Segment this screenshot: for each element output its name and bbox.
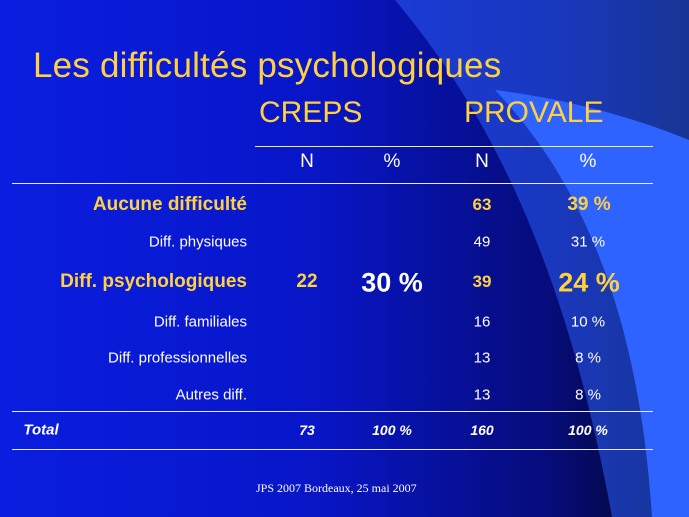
provale-n-aucune-difficulte: 63 <box>472 195 492 214</box>
table-rule-bottom <box>12 449 653 450</box>
table-rule-header <box>12 183 653 184</box>
slide-footer: JPS 2007 Bordeaux, 25 mai 2007 <box>256 481 417 495</box>
row-label-diff-physiques: Diff. physiques <box>148 233 247 251</box>
provale-n-autres-diff: 13 <box>473 386 491 404</box>
row-label-aucune-difficulte: Aucune difficulté <box>92 194 247 215</box>
column-header-provale-pct: % <box>579 151 597 172</box>
table-rule-total <box>12 411 653 412</box>
provale-n-diff-physiques: 49 <box>473 233 491 251</box>
group-header-provale: PROVALE <box>464 96 604 129</box>
column-header-creps-pct: % <box>383 151 401 172</box>
creps-pct-diff-psychologiques: 30 % <box>361 267 423 298</box>
row-label-diff-professionnelles: Diff. professionnelles <box>108 349 247 367</box>
slide-title: Les difficultés psychologiques <box>33 46 502 85</box>
total-creps-n: 73 <box>299 422 315 438</box>
column-header-provale-n: N <box>475 151 489 172</box>
creps-n-diff-psychologiques: 22 <box>296 271 318 292</box>
provale-pct-diff-physiques: 31 % <box>570 233 606 251</box>
provale-pct-aucune-difficulte: 39 % <box>567 194 611 215</box>
total-creps-pct: 100 % <box>372 422 412 438</box>
provale-n-diff-psychologiques: 39 <box>472 272 492 291</box>
total-provale-n: 160 <box>470 422 494 438</box>
row-label-diff-psychologiques: Diff. psychologiques <box>60 271 247 292</box>
row-label-diff-familiales: Diff. familiales <box>153 313 247 331</box>
provale-pct-diff-psychologiques: 24 % <box>558 267 620 298</box>
provale-pct-diff-professionnelles: 8 % <box>575 349 601 367</box>
column-header-creps-n: N <box>300 151 314 172</box>
total-provale-pct: 100 % <box>568 422 608 438</box>
provale-n-diff-professionnelles: 13 <box>473 349 491 367</box>
total-label: Total <box>23 421 59 439</box>
provale-pct-diff-familiales: 10 % <box>570 313 606 331</box>
row-label-autres-diff: Autres diff. <box>175 386 247 404</box>
group-header-creps: CREPS <box>259 96 363 129</box>
provale-n-diff-familiales: 16 <box>473 313 491 331</box>
table-rule-top <box>255 146 653 147</box>
provale-pct-autres-diff: 8 % <box>575 386 601 404</box>
